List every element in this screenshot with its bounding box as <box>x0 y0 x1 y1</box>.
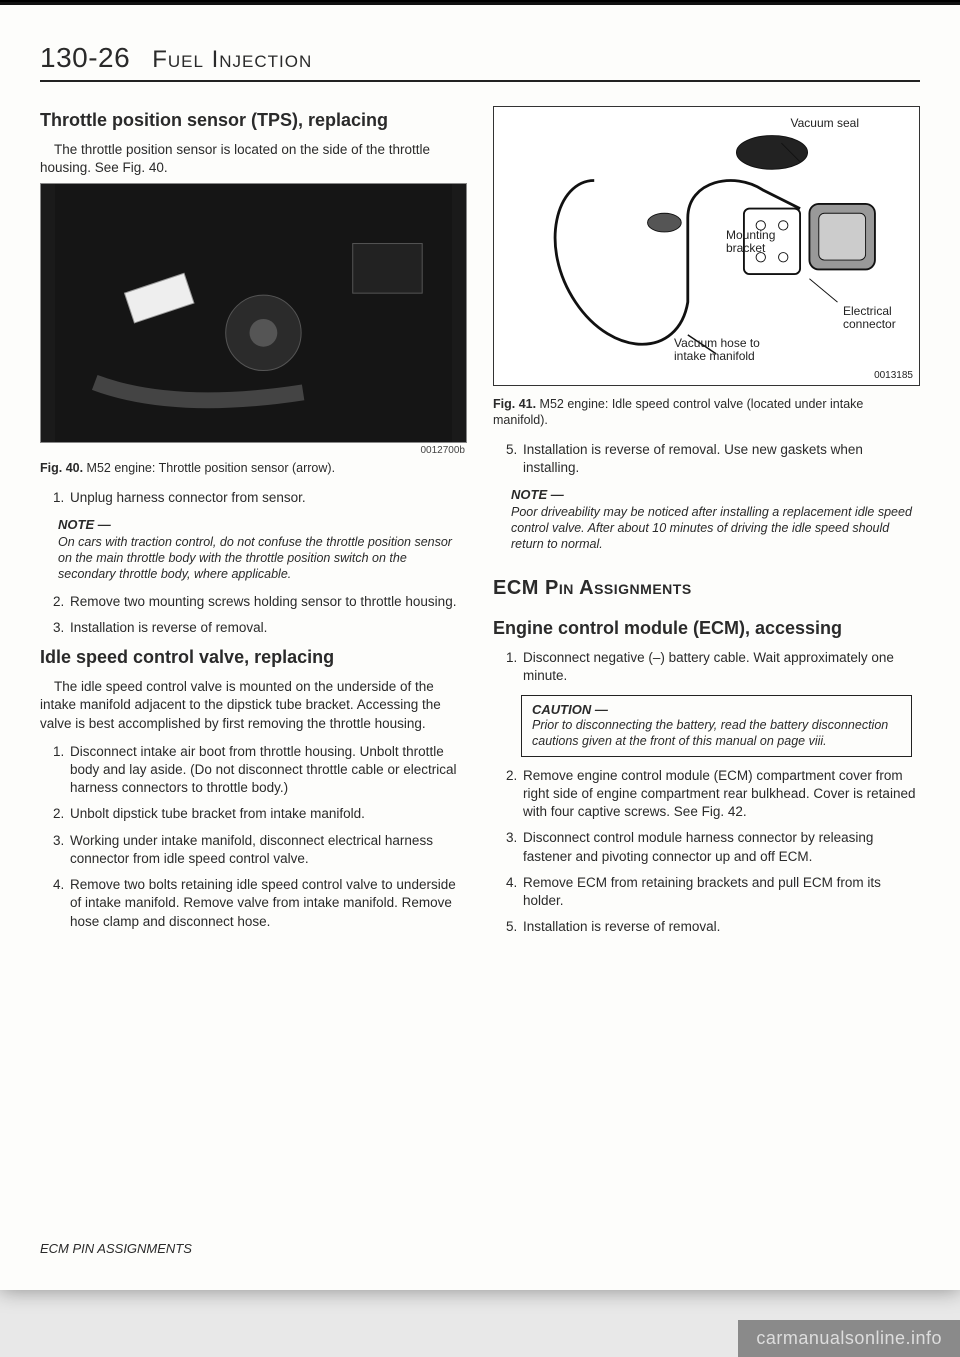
page-footer: ECM PIN ASSIGNMENTS <box>40 1241 192 1256</box>
tps-step-1: Unplug harness connector from sensor. <box>68 489 467 507</box>
figure-40-caption: Fig. 40. M52 engine: Throttle position s… <box>40 460 467 476</box>
figure-41-id: 0013185 <box>874 370 913 381</box>
tps-steps-cont: Remove two mounting screws holding senso… <box>40 593 467 637</box>
heading-tps: Throttle position sensor (TPS), replacin… <box>40 110 467 131</box>
idle-steps-cont: Installation is reverse of removal. Use … <box>493 441 920 477</box>
label-electrical-connector: Electrical connector <box>843 305 913 331</box>
tps-step-2: Remove two mounting screws holding senso… <box>68 593 467 611</box>
figure-40-id: 0012700b <box>40 445 465 456</box>
fig40-text: M52 engine: Throttle position sensor (ar… <box>83 461 335 475</box>
tps-steps: Unplug harness connector from sensor. <box>40 489 467 507</box>
ecm-step-1: Disconnect negative (–) battery cable. W… <box>521 649 920 685</box>
manual-page: 130-26 Fuel Injection Throttle position … <box>0 0 960 1290</box>
heading-idle-valve: Idle speed control valve, replacing <box>40 647 467 668</box>
idle-step-4: Remove two bolts retaining idle speed co… <box>68 876 467 931</box>
idle-step-5: Installation is reverse of removal. Use … <box>521 441 920 477</box>
ecm-steps-cont: Remove engine control module (ECM) compa… <box>493 767 920 937</box>
fig41-prefix: Fig. 41. <box>493 397 536 411</box>
figure-40-image <box>40 183 467 443</box>
note-text: On cars with traction control, do not co… <box>58 534 467 583</box>
note2-text: Poor driveability may be noticed after i… <box>511 504 920 553</box>
ecm-step-3: Disconnect control module harness connec… <box>521 829 920 865</box>
heading-ecm-accessing: Engine control module (ECM), accessing <box>493 618 920 639</box>
idle-step-1: Disconnect intake air boot from throttle… <box>68 743 467 798</box>
fig41-text: M52 engine: Idle speed control valve (lo… <box>493 397 863 427</box>
label-vacuum-hose: Vacuum hose to intake manifold <box>674 337 794 363</box>
note-label: NOTE — <box>58 517 467 532</box>
note-driveability: NOTE — Poor driveability may be noticed … <box>511 487 920 553</box>
fig40-photo-placeholder <box>41 184 466 442</box>
chapter-title: Fuel Injection <box>152 46 312 74</box>
idle-step-3: Working under intake manifold, disconnec… <box>68 832 467 868</box>
label-mounting-bracket: Mounting bracket <box>726 229 780 255</box>
ecm-step-4: Remove ECM from retaining brackets and p… <box>521 874 920 910</box>
heading-ecm-pin-assignments: ECM Pin Assignments <box>493 577 920 600</box>
idle-steps: Disconnect intake air boot from throttle… <box>40 743 467 931</box>
caution-text: Prior to disconnecting the battery, read… <box>532 717 901 750</box>
fig40-prefix: Fig. 40. <box>40 461 83 475</box>
ecm-step-5: Installation is reverse of removal. <box>521 918 920 936</box>
note2-label: NOTE — <box>511 487 920 502</box>
para-tps-intro: The throttle position sensor is located … <box>40 141 467 177</box>
page-header: 130-26 Fuel Injection <box>40 14 920 82</box>
left-column: Throttle position sensor (TPS), replacin… <box>40 100 467 946</box>
figure-41-image: Vacuum seal Mounting bracket Electrical … <box>493 106 920 386</box>
idle-step-2: Unbolt dipstick tube bracket from intake… <box>68 805 467 823</box>
watermark: carmanualsonline.info <box>738 1320 960 1357</box>
ecm-step-2: Remove engine control module (ECM) compa… <box>521 767 920 822</box>
ecm-steps: Disconnect negative (–) battery cable. W… <box>493 649 920 685</box>
caution-label: CAUTION — <box>532 702 901 717</box>
caution-battery: CAUTION — Prior to disconnecting the bat… <box>521 695 912 757</box>
label-vacuum-seal: Vacuum seal <box>791 117 859 130</box>
tps-step-3: Installation is reverse of removal. <box>68 619 467 637</box>
content-columns: Throttle position sensor (TPS), replacin… <box>40 100 920 946</box>
figure-41-caption: Fig. 41. M52 engine: Idle speed control … <box>493 396 920 429</box>
right-column: Vacuum seal Mounting bracket Electrical … <box>493 100 920 946</box>
page-number: 130-26 <box>40 42 130 74</box>
para-idle-intro: The idle speed control valve is mounted … <box>40 678 467 733</box>
note-traction-control: NOTE — On cars with traction control, do… <box>58 517 467 583</box>
